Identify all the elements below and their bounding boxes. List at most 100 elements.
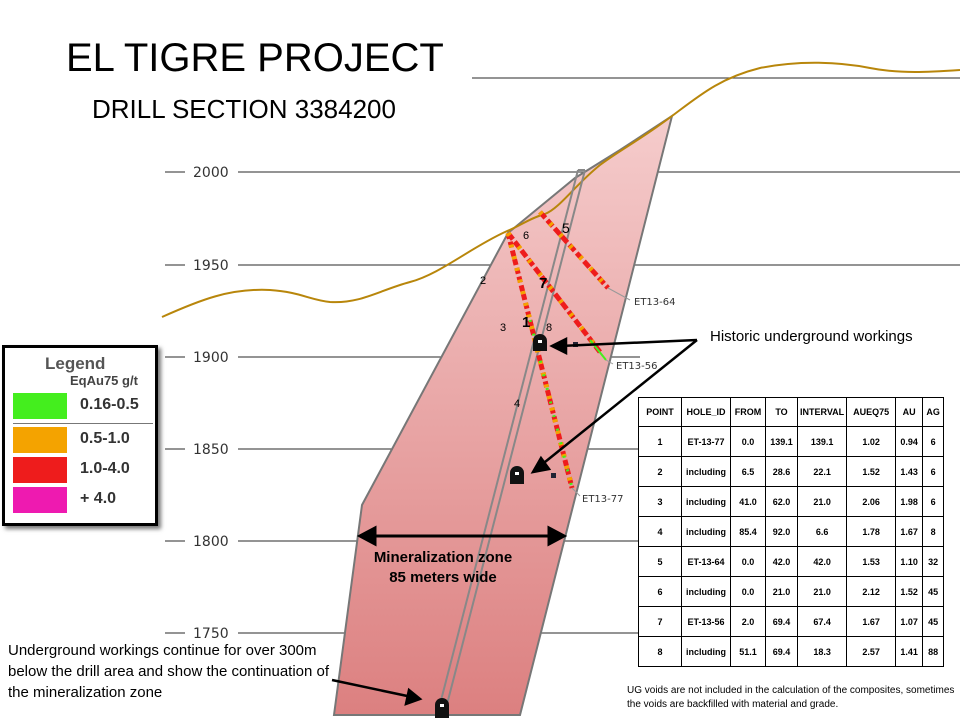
table-header-cell: INTERVAL (796, 397, 848, 427)
point-label-8: 8 (546, 322, 552, 334)
table-cell: 1 (638, 426, 682, 457)
table-cell: 6 (638, 576, 682, 607)
legend-item: 1.0-4.0 (13, 457, 149, 483)
elevation-label-1750: 1750 (193, 626, 229, 642)
table-cell: 92.0 (765, 516, 798, 547)
table-row: 8 including 51.1 69.4 18.3 2.57 1.41 88 (638, 636, 945, 667)
table-cell: 1.52 (895, 576, 924, 607)
table-cell: 1.02 (846, 426, 897, 457)
table-cell: ET-13-77 (681, 426, 731, 457)
table-cell: 139.1 (796, 426, 848, 457)
table-cell: 62.0 (765, 486, 798, 517)
point-label-3: 3 (500, 322, 506, 334)
table-cell: 69.4 (765, 606, 798, 637)
table-header-cell: AUEQ75 (846, 397, 897, 427)
table-cell: 1.78 (846, 516, 897, 547)
drill-hole-et13-77 (505, 232, 575, 489)
table-cell: 1.41 (895, 636, 924, 667)
table-cell: 2.0 (730, 606, 766, 637)
table-row: 1 ET-13-77 0.0 139.1 139.1 1.02 0.94 6 (638, 426, 945, 457)
table-cell: ET-13-56 (681, 606, 731, 637)
table-cell: 21.0 (796, 576, 848, 607)
mineralization-zone-label: Mineralization zone (373, 549, 513, 566)
legend-title: Legend (45, 354, 106, 373)
drill-hole-label-et13-77: ET13-77 (582, 494, 623, 505)
underground-working-void-middle (551, 473, 556, 478)
mineralization-zone (332, 113, 674, 716)
drill-hole-label-et13-64: ET13-64 (634, 297, 675, 308)
table-cell: 139.1 (765, 426, 798, 457)
elevation-label-2000: 2000 (193, 165, 229, 181)
legend-swatch (13, 487, 67, 513)
table-cell: 0.94 (895, 426, 924, 457)
table-cell: 6 (922, 426, 945, 457)
legend-swatch (13, 393, 67, 419)
elevation-label-1800: 1800 (193, 534, 229, 550)
table-header-cell: POINT (638, 397, 682, 427)
table-cell: 4 (638, 516, 682, 547)
table-cell: including (681, 486, 731, 517)
topography-line (161, 61, 960, 318)
table-row: 6 including 0.0 21.0 21.0 2.12 1.52 45 (638, 576, 945, 607)
table-cell: 42.0 (765, 546, 798, 577)
underground-working-marker-middle (510, 466, 524, 484)
table-header-cell: FROM (730, 397, 766, 427)
legend-label: 1.0-4.0 (80, 460, 130, 477)
table-cell: 21.0 (796, 486, 848, 517)
table-cell: 41.0 (730, 486, 766, 517)
legend-item: + 4.0 (13, 487, 149, 513)
table-cell: 8 (922, 516, 945, 547)
elevation-label-1850: 1850 (193, 442, 229, 458)
point-label-7: 7 (539, 275, 547, 292)
drill-hole-label-et13-56: ET13-56 (616, 361, 657, 372)
legend-item: 0.5-1.0 (13, 427, 149, 453)
table-cell: 2 (638, 456, 682, 487)
table-cell: 7 (638, 606, 682, 637)
table-cell: 1.43 (895, 456, 924, 487)
table-cell: 18.3 (796, 636, 848, 667)
table-row: 5 ET-13-64 0.0 42.0 42.0 1.53 1.10 32 (638, 546, 945, 577)
callout-arrows (331, 336, 698, 706)
table-cell: 1.52 (846, 456, 897, 487)
footnote: UG voids are not included in the calcula… (627, 685, 955, 710)
table-cell: 0.0 (730, 426, 766, 457)
table-cell: 21.0 (765, 576, 798, 607)
elevation-grid (165, 77, 960, 634)
point-label-4: 4 (514, 398, 520, 410)
zone-width-arrow (356, 525, 568, 547)
table-cell: 6 (922, 486, 945, 517)
table-cell: 5 (638, 546, 682, 577)
table-cell: 2.06 (846, 486, 897, 517)
legend-divider (13, 423, 153, 424)
legend-swatch (13, 457, 67, 483)
table-cell: 0.0 (730, 546, 766, 577)
table-cell: 1.10 (895, 546, 924, 577)
table-cell: 67.4 (796, 606, 848, 637)
point-label-2: 2 (480, 275, 486, 287)
table-cell: 2.57 (846, 636, 897, 667)
table-body: 1 ET-13-77 0.0 139.1 139.1 1.02 0.94 6 2 includin… (638, 426, 945, 667)
table-cell: 8 (638, 636, 682, 667)
legend-label: + 4.0 (80, 490, 117, 507)
table-cell: 85.4 (730, 516, 766, 547)
table-cell: 3 (638, 486, 682, 517)
table-row: 7 ET-13-56 2.0 69.4 67.4 1.67 1.07 45 (638, 606, 945, 637)
table-cell: 6 (922, 456, 945, 487)
elevation-label-1950: 1950 (193, 258, 229, 274)
underground-shaft (437, 169, 586, 713)
legend-item: 0.16-0.5 (13, 393, 149, 419)
table-cell: 45 (922, 576, 945, 607)
historic-workings-annotation: Historic underground workings (710, 328, 913, 345)
legend-subtitle: EqAu75 g/t (70, 373, 138, 388)
table-header-cell: HOLE_ID (681, 397, 731, 427)
table-cell: 1.67 (895, 516, 924, 547)
table-header-row: POINT HOLE_ID FROM TO INTERVAL AUEQ75 AU… (638, 397, 945, 427)
table-cell: 28.6 (765, 456, 798, 487)
point-label-5: 5 (562, 220, 570, 236)
table-cell: 2.12 (846, 576, 897, 607)
table-header-cell: AG (922, 397, 945, 427)
table-cell: including (681, 456, 731, 487)
underground-workings-annotation: Underground workings continue for over 3… (8, 642, 330, 701)
legend-label: 0.5-1.0 (80, 430, 130, 447)
